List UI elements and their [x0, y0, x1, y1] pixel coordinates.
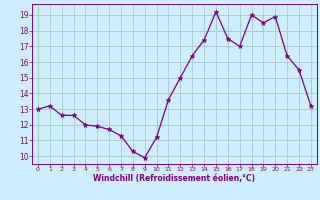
X-axis label: Windchill (Refroidissement éolien,°C): Windchill (Refroidissement éolien,°C) — [93, 174, 255, 183]
